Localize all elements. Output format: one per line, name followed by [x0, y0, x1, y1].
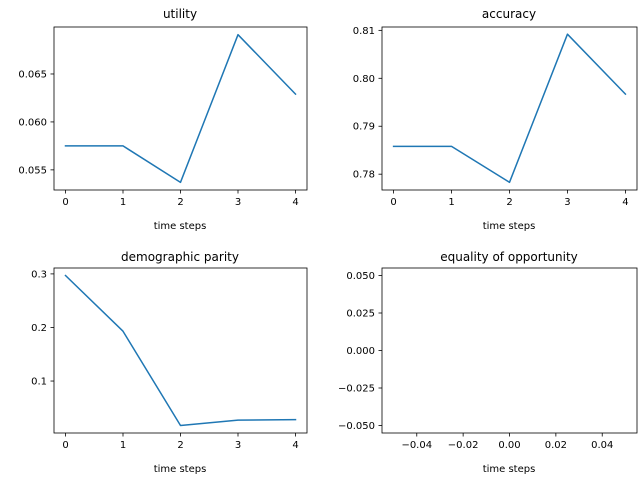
x-tick-label: 1	[120, 197, 126, 208]
x-tick-label: 1	[448, 197, 454, 208]
y-tick-label: 0.2	[31, 323, 47, 334]
chart-title: equality of opportunity	[440, 250, 578, 264]
y-tick-label: 0.78	[353, 170, 375, 181]
x-tick-label: 2	[177, 440, 183, 451]
subplot-accuracy: accuracy 0 1 2 3 4 0.78 0.79 0.80 0.81 time ste…	[353, 7, 638, 232]
x-tick-label: −0.04	[401, 440, 432, 451]
series-line	[64, 33, 297, 184]
y-tick-label: −0.025	[338, 384, 375, 395]
x-tick-label: 0	[62, 197, 68, 208]
y-tick-label: 0.000	[346, 346, 375, 357]
x-axis-label: time steps	[483, 464, 536, 475]
x-tick-label: 3	[564, 197, 570, 208]
y-ticks: −0.050 −0.025 0.000 0.025 0.050	[338, 271, 382, 432]
x-tick-label: 0.00	[498, 440, 520, 451]
x-tick-label: 1	[120, 440, 126, 451]
y-tick-label: 0.79	[353, 122, 375, 133]
chart-title: accuracy	[482, 7, 536, 21]
chart-title: demographic parity	[121, 250, 239, 264]
x-axis-label: time steps	[154, 464, 207, 475]
x-tick-label: 0.02	[545, 440, 567, 451]
x-tick-label: 0.04	[591, 440, 613, 451]
series-line	[392, 33, 627, 184]
x-tick-label: 4	[622, 197, 628, 208]
x-tick-label: 3	[235, 197, 241, 208]
y-tick-label: 0.1	[31, 377, 47, 388]
y-tick-label: 0.80	[353, 74, 375, 85]
x-tick-label: 3	[235, 440, 241, 451]
series-line	[64, 274, 297, 427]
chart-title: utility	[163, 7, 197, 21]
y-tick-label: −0.050	[338, 421, 375, 432]
x-tick-label: 4	[292, 197, 298, 208]
x-axis-label: time steps	[483, 221, 536, 232]
x-ticks: 0 1 2 3 4	[62, 190, 299, 208]
y-tick-label: 0.065	[18, 69, 47, 80]
subplot-utility: utility 0 1 2 3 4 0.055 0.060 0.065 time steps	[18, 7, 308, 232]
y-ticks: 0.78 0.79 0.80 0.81	[353, 26, 382, 181]
x-axis-label: time steps	[154, 221, 207, 232]
y-tick-label: 0.025	[346, 309, 375, 320]
y-tick-label: 0.060	[18, 117, 47, 128]
subplot-equality-of-opportunity: equality of opportunity −0.04 −0.02 0.00 0.…	[338, 250, 638, 475]
x-ticks: −0.04 −0.02 0.00 0.02 0.04	[401, 433, 613, 451]
y-tick-label: 0.055	[18, 165, 47, 176]
x-ticks: 0 1 2 3 4	[62, 433, 299, 451]
y-ticks: 0.055 0.060 0.065	[18, 69, 54, 176]
y-tick-label: 0.81	[353, 26, 375, 37]
y-ticks: 0.1 0.2 0.3	[31, 269, 54, 388]
y-tick-label: 0.3	[31, 269, 47, 280]
x-ticks: 0 1 2 3 4	[390, 190, 629, 208]
x-tick-label: 2	[177, 197, 183, 208]
y-tick-label: 0.050	[346, 271, 375, 282]
subplot-demographic-parity: demographic parity 0 1 2 3 4 0.1 0.2 0.3 time …	[31, 250, 308, 475]
x-tick-label: 0	[390, 197, 396, 208]
x-tick-label: 4	[292, 440, 298, 451]
x-tick-label: 2	[506, 197, 512, 208]
x-tick-label: −0.02	[448, 440, 479, 451]
x-tick-label: 0	[62, 440, 68, 451]
